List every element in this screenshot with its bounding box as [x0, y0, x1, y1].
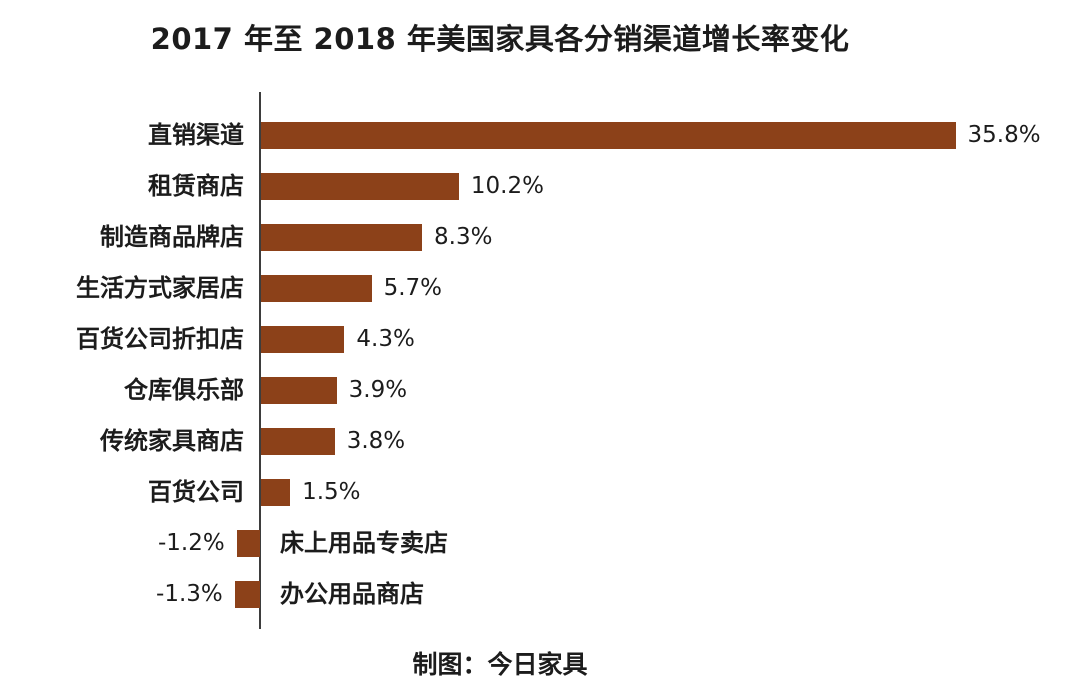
category-label: 生活方式家居店 [76, 274, 244, 302]
bar [261, 224, 423, 251]
chart-row: 仓库俱乐部 3.9% [0, 365, 1080, 416]
category-label: 办公用品商店 [280, 580, 424, 608]
bar [234, 581, 260, 608]
value-label: 1.5% [302, 479, 361, 505]
value-label: -1.2% [158, 530, 225, 556]
category-label: 百货公司折扣店 [76, 325, 244, 353]
category-label: 制造商品牌店 [100, 223, 244, 251]
value-label: -1.3% [156, 581, 223, 607]
chart-footer: 制图：今日家具 [412, 650, 588, 679]
bar [261, 326, 345, 353]
chart-row: 百货公司折扣店 4.3% [0, 314, 1080, 365]
axis-line [259, 92, 261, 629]
bar [261, 122, 956, 149]
bar [261, 377, 337, 404]
bar [261, 428, 335, 455]
chart-row: 租赁商店 10.2% [0, 161, 1080, 212]
value-label: 5.7% [383, 275, 443, 301]
bar [261, 479, 291, 506]
category-label: 租赁商店 [148, 172, 244, 200]
chart-title: 2017 年至 2018 年美国家具各分销渠道增长率变化 [150, 22, 850, 56]
bar [261, 173, 459, 200]
bar [261, 275, 372, 302]
value-label: 4.3% [356, 326, 415, 352]
chart-row: 床上用品专卖店 -1.2% [0, 518, 1080, 569]
value-label: 35.8% [967, 122, 1041, 148]
chart-row: 百货公司 1.5% [0, 467, 1080, 518]
value-label: 10.2% [470, 173, 544, 199]
bar [236, 530, 260, 557]
chart-row: 办公用品商店 -1.3% [0, 569, 1080, 620]
category-label: 百货公司 [148, 478, 244, 506]
chart-row: 制造商品牌店 8.3% [0, 212, 1080, 263]
category-label: 床上用品专卖店 [280, 529, 448, 557]
category-label: 传统家具商店 [100, 427, 244, 455]
value-label: 3.9% [348, 377, 408, 403]
value-label: 3.8% [346, 428, 406, 454]
chart-row: 生活方式家居店 5.7% [0, 263, 1080, 314]
value-label: 8.3% [434, 224, 493, 250]
chart-row: 直销渠道 35.8% [0, 110, 1080, 161]
category-label: 直销渠道 [148, 121, 244, 149]
chart-row: 传统家具商店 3.8% [0, 416, 1080, 467]
category-label: 仓库俱乐部 [124, 376, 244, 404]
